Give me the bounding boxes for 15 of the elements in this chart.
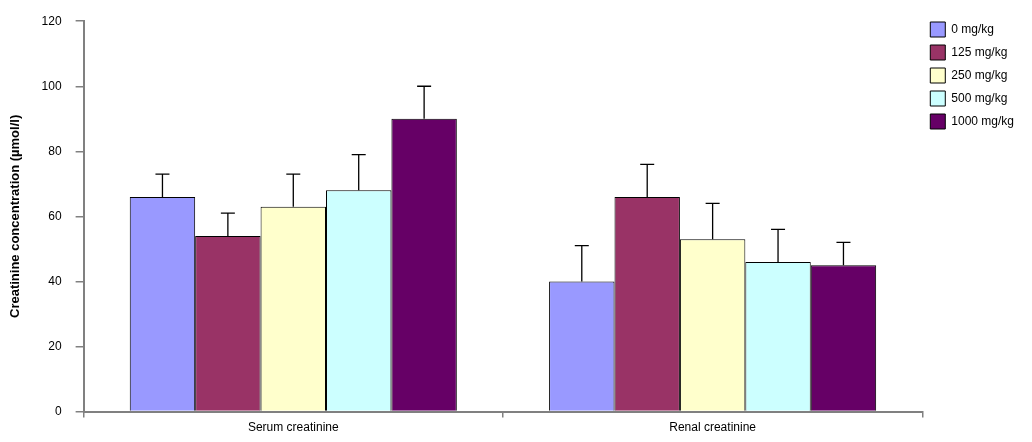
legend-label: 500 mg/kg bbox=[951, 90, 1008, 105]
y-tick-label: 100 bbox=[41, 78, 62, 93]
y-tick-label: 40 bbox=[48, 273, 62, 288]
y-tick-label: 20 bbox=[48, 338, 62, 353]
y-tick-label: 80 bbox=[48, 143, 62, 158]
y-tick-label: 0 bbox=[54, 403, 62, 418]
y-axis-title: Creatinine concentration (µmol/l) bbox=[7, 114, 23, 319]
legend-label: 0 mg/kg bbox=[951, 21, 994, 36]
y-tick-label: 60 bbox=[48, 208, 62, 223]
x-tick-label: Renal creatinine bbox=[669, 420, 757, 435]
legend-label: 1000 mg/kg bbox=[951, 113, 1015, 128]
x-tick-label: Serum creatinine bbox=[247, 420, 339, 435]
legend-label: 125 mg/kg bbox=[951, 44, 1008, 59]
legend-label: 250 mg/kg bbox=[951, 67, 1008, 82]
y-tick-label: 120 bbox=[41, 13, 62, 28]
